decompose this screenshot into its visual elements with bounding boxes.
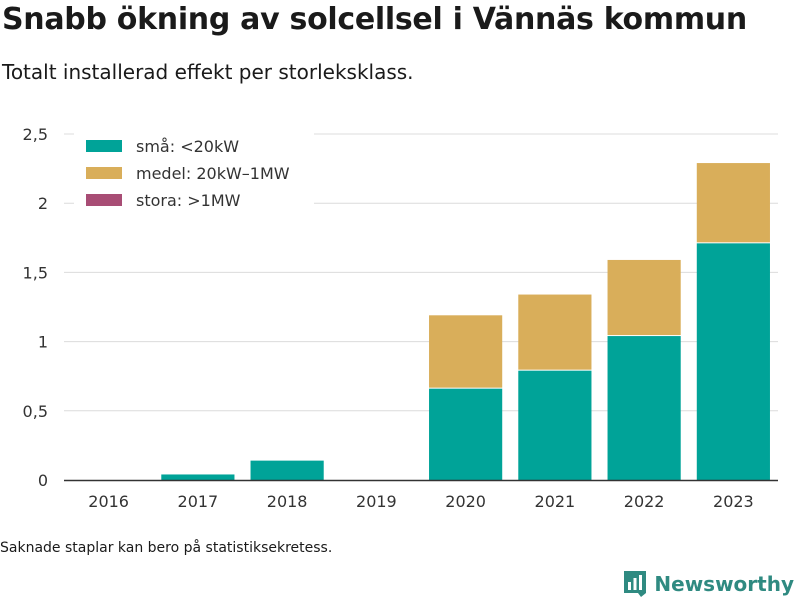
bars — [161, 163, 770, 480]
y-tick-label: 2 — [38, 194, 48, 213]
bar-2023-series-0 — [696, 243, 770, 480]
x-tick-label: 2018 — [267, 492, 308, 511]
x-tick-label: 2023 — [713, 492, 754, 511]
x-tick-label: 2016 — [88, 492, 129, 511]
y-tick-label: 1,5 — [23, 263, 48, 282]
bar-2018-series-0 — [250, 460, 324, 480]
newsworthy-logo-icon — [624, 571, 647, 597]
y-axis-ticks: 0 0,5 1 1,5 2 2,5 — [23, 125, 48, 490]
legend-label: stora: >1MW — [136, 191, 241, 210]
footnote: Saknade staplar kan bero på statistiksek… — [0, 540, 333, 556]
bar-2023-series-1 — [696, 163, 770, 243]
brand-logo: Newsworthy — [622, 568, 794, 600]
chart-subtitle: Totalt installerad effekt per storlekskl… — [2, 60, 414, 84]
y-tick-label: 2,5 — [23, 125, 48, 144]
y-tick-label: 0 — [38, 471, 48, 490]
bar-2020-series-0 — [429, 388, 503, 480]
bar-2017-series-0 — [161, 474, 235, 480]
bar-2020-series-1 — [429, 315, 503, 388]
chart-title: Snabb ökning av solcellsel i Vännäs komm… — [2, 2, 747, 37]
legend-swatch — [86, 140, 122, 152]
legend-label: små: <20kW — [136, 137, 239, 156]
legend-label: medel: 20kW–1MW — [136, 164, 290, 183]
legend-swatch — [86, 167, 122, 179]
x-tick-label: 2017 — [178, 492, 219, 511]
legend: små: <20kW medel: 20kW–1MW stora: >1MW — [74, 130, 314, 212]
x-tick-label: 2020 — [445, 492, 486, 511]
x-tick-label: 2019 — [356, 492, 397, 511]
x-tick-label: 2022 — [624, 492, 665, 511]
y-tick-label: 1 — [38, 333, 48, 352]
brand-name: Newsworthy — [654, 572, 794, 596]
y-tick-label: 0,5 — [23, 402, 48, 421]
bar-2022-series-0 — [607, 336, 681, 480]
x-axis-ticks: 2016 2017 2018 2019 2020 2021 2022 2023 — [88, 492, 753, 511]
bar-2021-series-0 — [518, 370, 592, 480]
legend-swatch — [86, 194, 122, 206]
x-tick-label: 2021 — [535, 492, 576, 511]
bar-2022-series-1 — [607, 259, 681, 336]
bar-2021-series-1 — [518, 294, 592, 370]
bar-chart: 0 0,5 1 1,5 2 2,5 2016 2017 2018 2019 2020 2021 202… — [23, 125, 778, 511]
